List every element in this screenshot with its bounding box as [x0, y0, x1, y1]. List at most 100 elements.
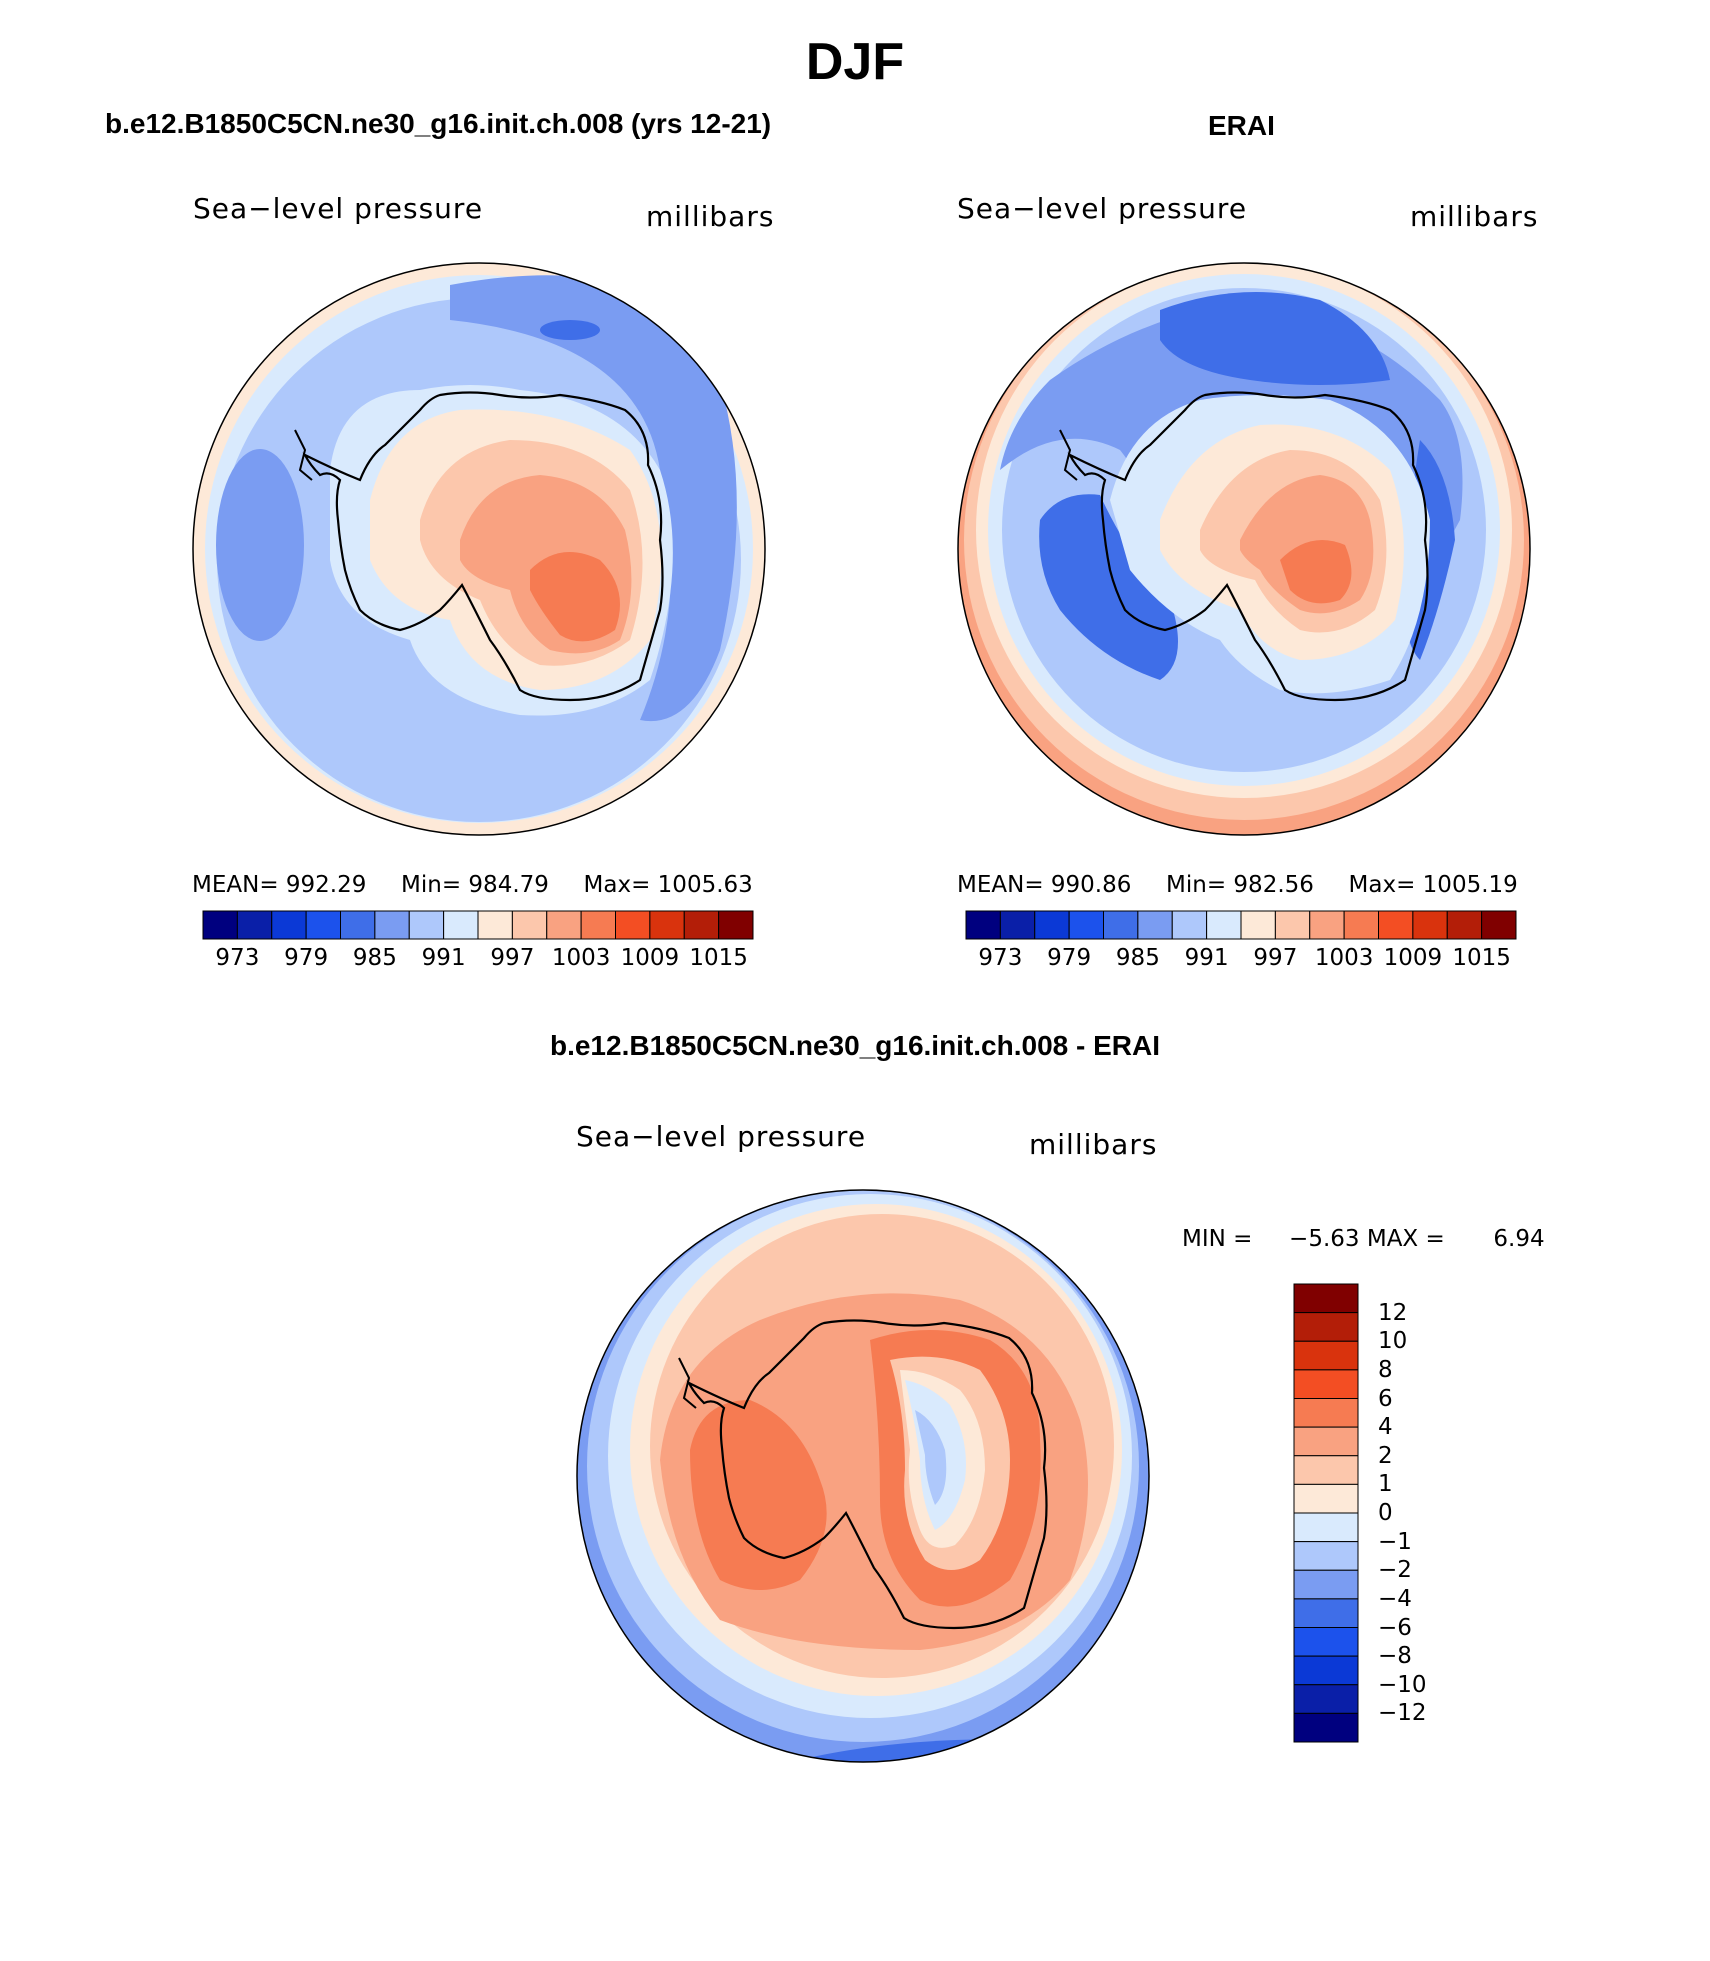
map3-positive-core [690, 1400, 827, 1590]
colorbar-tick-label: 1003 [1314, 945, 1374, 971]
panel-3-variable-label: Sea−level pressure [576, 1120, 867, 1153]
colorbar-cell [1293, 1483, 1359, 1514]
map2-low-north [1160, 292, 1390, 385]
colorbar-cell [1481, 910, 1517, 940]
colorbar-cell [1274, 910, 1311, 940]
colorbar-cell [649, 910, 685, 940]
map1-peninsula-outline [294, 429, 313, 481]
panel-2-mean-label: MEAN= [957, 872, 1044, 898]
colorbar-cell [1293, 1512, 1359, 1543]
colorbar-tick-label: −8 [1378, 1643, 1412, 1670]
map3-peninsula-outline [678, 1357, 697, 1409]
map2-plateau-4 [1280, 540, 1352, 604]
colorbar-tick-label: 1015 [1452, 945, 1511, 971]
map1-antarctica-outline [302, 391, 664, 702]
colorbar-cell [511, 910, 548, 940]
colorbar-cell [1378, 910, 1414, 940]
colorbar-cell [271, 910, 307, 940]
colorbar-cell [1171, 910, 1208, 940]
colorbar-cell [236, 910, 273, 940]
colorbar-cell [1293, 1627, 1359, 1657]
panel-1-units-label: millibars [646, 200, 775, 233]
panel-3-min-label: MIN = [1182, 1226, 1253, 1252]
colorbar-tick-label: 985 [352, 945, 397, 971]
panel-3-title: b.e12.B1850C5CN.ne30_g16.init.ch.008 - E… [549, 1030, 1161, 1061]
colorbar-cell [1293, 1455, 1359, 1485]
colorbar-cell [1293, 1569, 1359, 1600]
panel-2-variable-label: Sea−level pressure [957, 192, 1248, 225]
colorbar-tick-label: −4 [1378, 1585, 1412, 1612]
colorbar-cell [1293, 1655, 1359, 1686]
panel-1-max-label: Max= [583, 872, 651, 898]
map1-plateau-4 [530, 552, 620, 642]
colorbar-cell [1293, 1598, 1359, 1628]
panel-2-units-label: millibars [1410, 200, 1539, 233]
colorbar-cell [1240, 910, 1276, 940]
colorbar-cell [1137, 910, 1173, 940]
panel-1-mean-label: MEAN= [192, 872, 279, 898]
colorbar-tick-label: 1009 [1383, 945, 1443, 971]
colorbar-cell [408, 910, 445, 940]
colorbar-cell [615, 910, 651, 940]
colorbar-cell [546, 910, 582, 940]
colorbar-cell [965, 910, 1001, 940]
panel-1-max-value: 1005.63 [657, 872, 753, 898]
colorbar-tick-label: 6 [1378, 1385, 1393, 1412]
colorbar-cell [1412, 910, 1448, 940]
colorbar-tick-label: 8 [1378, 1356, 1393, 1383]
colorbar-tick-label: 1009 [620, 945, 680, 971]
colorbar-tick-label: 973 [978, 945, 1023, 971]
colorbar-tick-label: 979 [284, 945, 329, 971]
panel-1-stats: MEAN= 992.29 Min= 984.79 Max= 1005.63 [192, 872, 753, 898]
panel-1-mean-value: 992.29 [285, 872, 367, 898]
colorbar-cell [683, 910, 720, 940]
panel-2-max-value: 1005.19 [1422, 872, 1518, 898]
colorbar-cell [1293, 1369, 1359, 1399]
colorbar-cell [443, 910, 479, 940]
colorbar-cell [580, 910, 616, 940]
colorbar-cell [1034, 910, 1070, 940]
panel-3-stats: MIN = −5.63 MAX = 6.94 [1182, 1226, 1545, 1252]
panel-2-mean-value: 990.86 [1050, 872, 1132, 898]
map2-frame [957, 262, 1531, 836]
colorbar-cell [1309, 910, 1345, 940]
map1-low-east [450, 275, 737, 722]
colorbar-tick-label: 979 [1047, 945, 1092, 971]
map2-antarctica-outline [1067, 391, 1429, 702]
colorbar-tick-label: 2 [1378, 1442, 1393, 1469]
map1-low-west [216, 449, 304, 641]
panel-2-title: ERAI [1208, 110, 1275, 141]
map2-peninsula-outline [1059, 429, 1078, 481]
colorbar-tick-label: −1 [1378, 1528, 1412, 1555]
colorbar-tick-label: 4 [1378, 1414, 1393, 1441]
colorbar-tick-label: −12 [1378, 1700, 1427, 1727]
colorbar-cell [1293, 1684, 1359, 1714]
colorbar-tick-label: 997 [490, 945, 535, 971]
panel-2-max-label: Max= [1348, 872, 1416, 898]
panel-1-min-label: Min= [401, 872, 462, 898]
map1-frame [192, 262, 766, 836]
colorbar-cell [718, 910, 754, 940]
panel-1-variable-label: Sea−level pressure [193, 192, 484, 225]
colorbar-cell [1446, 910, 1483, 940]
colorbar-cell [1206, 910, 1242, 940]
map3-antarctica-outline [686, 1319, 1048, 1630]
colorbar-tick-label: 985 [1115, 945, 1160, 971]
colorbar-cell [1293, 1312, 1359, 1342]
colorbar-cell [1293, 1426, 1359, 1457]
panel-1-min-value: 984.79 [468, 872, 549, 898]
colorbar-cell [340, 910, 376, 940]
map3-frame [576, 1189, 1150, 1763]
colorbar-tick-label: 1015 [689, 945, 748, 971]
colorbar-tick-label: 991 [1184, 945, 1229, 971]
colorbar-tick-label: 1 [1378, 1471, 1393, 1498]
map1-low-core [540, 320, 600, 340]
colorbar-tick-label: −2 [1378, 1557, 1412, 1584]
panel-3-units-label: millibars [1029, 1128, 1158, 1161]
colorbar-cell [1293, 1712, 1359, 1743]
